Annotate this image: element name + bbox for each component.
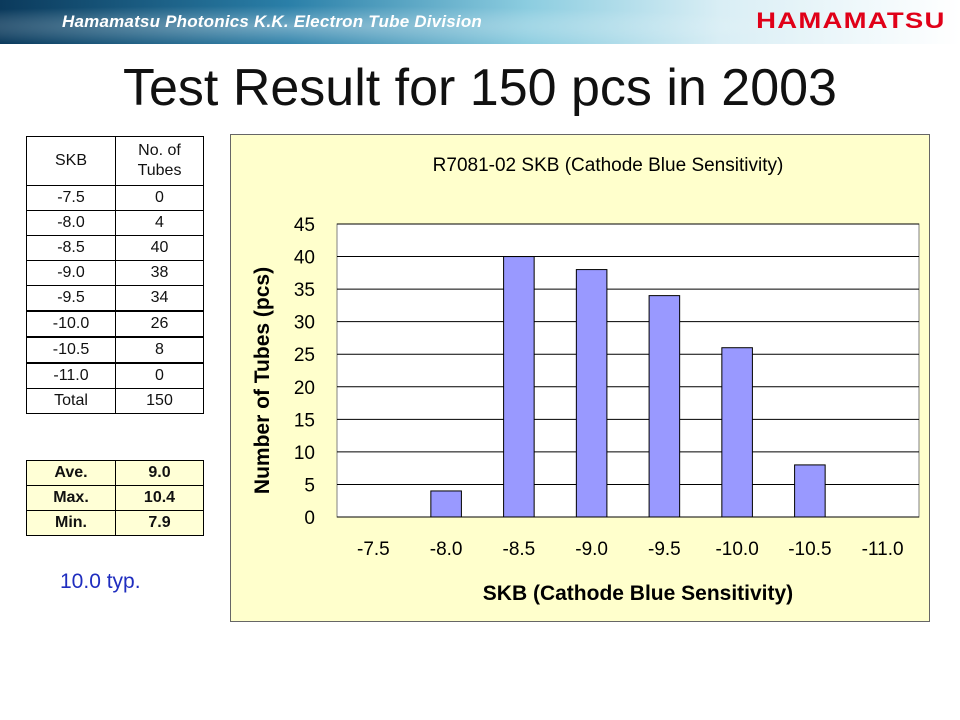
table-header-count-line1: No. of bbox=[138, 142, 181, 159]
table-row: -9.5 34 bbox=[26, 285, 204, 312]
table-header-count-text: No. of Tubes bbox=[138, 142, 182, 179]
y-tick-label: 5 bbox=[304, 475, 315, 496]
table-cell-skb: -8.5 bbox=[26, 235, 116, 261]
stats-value: 10.4 bbox=[115, 485, 204, 511]
stats-value: 7.9 bbox=[115, 510, 204, 536]
table-cell-count: 4 bbox=[115, 210, 204, 236]
bar bbox=[575, 269, 608, 518]
header-banner: Hamamatsu Photonics K.K. Electron Tube D… bbox=[0, 0, 960, 44]
y-axis-label: Number of Tubes (pcs) bbox=[251, 267, 274, 494]
table-row: -8.0 4 bbox=[26, 210, 204, 236]
table-cell-count: 38 bbox=[115, 260, 204, 286]
table-cell-count: 34 bbox=[115, 285, 204, 312]
table-header-skb: SKB bbox=[26, 136, 116, 186]
y-tick-label: 10 bbox=[294, 443, 315, 464]
table-cell-skb: -9.0 bbox=[26, 260, 116, 286]
bar bbox=[721, 347, 753, 518]
table-cell-count: 8 bbox=[115, 336, 204, 364]
x-tick-label: -11.0 bbox=[862, 539, 904, 560]
y-tick-label: 45 bbox=[294, 215, 315, 236]
table-row-total: Total 150 bbox=[26, 388, 204, 414]
x-axis-label: SKB (Cathode Blue Sensitivity) bbox=[483, 582, 793, 605]
table-cell-count: 0 bbox=[115, 362, 204, 389]
header-company-text: Hamamatsu Photonics K.K. Electron Tube D… bbox=[62, 12, 482, 31]
x-tick-label: -9.0 bbox=[575, 539, 608, 560]
x-tick-label: -9.5 bbox=[648, 539, 681, 560]
table-header-count: No. of Tubes bbox=[115, 136, 204, 186]
chart-title: R7081-02 SKB (Cathode Blue Sensitivity) bbox=[433, 155, 784, 176]
stats-row: Ave. 9.0 bbox=[26, 460, 204, 486]
table-cell-skb: -10.0 bbox=[26, 310, 116, 338]
x-tick-label: -8.0 bbox=[430, 539, 463, 560]
table-header-count-line2: Tubes bbox=[137, 162, 182, 179]
header-glow bbox=[0, 0, 960, 44]
bar bbox=[503, 256, 535, 518]
y-tick-label: 30 bbox=[294, 313, 315, 334]
table-row: -9.0 38 bbox=[26, 260, 204, 286]
y-tick-label: 40 bbox=[294, 248, 315, 269]
stats-label: Ave. bbox=[26, 460, 116, 486]
chart-svg: R7081-02 SKB (Cathode Blue Sensitivity) 0… bbox=[251, 155, 920, 605]
tube-count-table: SKB No. of Tubes -7.5 0 -8.0 4 -8.5 40 -9.0 3… bbox=[26, 136, 204, 414]
stats-row: Max. 10.4 bbox=[26, 485, 204, 511]
bar-chart: R7081-02 SKB (Cathode Blue Sensitivity) 0… bbox=[230, 134, 930, 622]
y-tick-label: 0 bbox=[304, 508, 315, 529]
stats-label: Min. bbox=[26, 510, 116, 536]
x-tick-label: -7.5 bbox=[357, 539, 390, 560]
table-row: -8.5 40 bbox=[26, 235, 204, 261]
slide-title: Test Result for 150 pcs in 2003 bbox=[123, 59, 837, 117]
y-tick-label: 35 bbox=[294, 280, 315, 301]
stats-table: Ave. 9.0 Max. 10.4 Min. 7.9 bbox=[26, 460, 204, 536]
table-row: -10.5 8 bbox=[26, 336, 204, 364]
table-cell-skb: -10.5 bbox=[26, 336, 116, 364]
table-cell-skb: -8.0 bbox=[26, 210, 116, 236]
y-tick-label: 25 bbox=[294, 345, 315, 366]
table-header-row: SKB No. of Tubes bbox=[26, 136, 204, 186]
bar bbox=[430, 490, 462, 518]
company-logo: HAMAMATSU bbox=[756, 8, 946, 33]
plot-area bbox=[336, 223, 920, 518]
bar bbox=[648, 295, 681, 518]
table-cell-skb: -9.5 bbox=[26, 285, 116, 312]
table-cell-count: 0 bbox=[115, 185, 204, 211]
table-row: -11.0 0 bbox=[26, 362, 204, 389]
typical-value-note: 10.0 typ. bbox=[60, 570, 141, 593]
table-cell-count: 40 bbox=[115, 235, 204, 261]
stats-label: Max. bbox=[26, 485, 116, 511]
y-tick-label: 15 bbox=[294, 410, 315, 431]
x-tick-label: -10.5 bbox=[788, 539, 831, 560]
table-cell-skb: -11.0 bbox=[26, 362, 116, 389]
table-cell-skb: -7.5 bbox=[26, 185, 116, 211]
x-tick-label: -8.5 bbox=[503, 539, 536, 560]
y-tick-label: 20 bbox=[294, 378, 315, 399]
bar bbox=[794, 464, 826, 518]
stats-row: Min. 7.9 bbox=[26, 510, 204, 536]
x-tick-label: -10.0 bbox=[715, 539, 758, 560]
table-row: -7.5 0 bbox=[26, 185, 204, 211]
table-cell-total-value: 150 bbox=[115, 388, 204, 414]
table-row: -10.0 26 bbox=[26, 310, 204, 338]
stats-value: 9.0 bbox=[115, 460, 204, 486]
table-cell-total-label: Total bbox=[26, 388, 116, 414]
table-cell-count: 26 bbox=[115, 310, 204, 338]
